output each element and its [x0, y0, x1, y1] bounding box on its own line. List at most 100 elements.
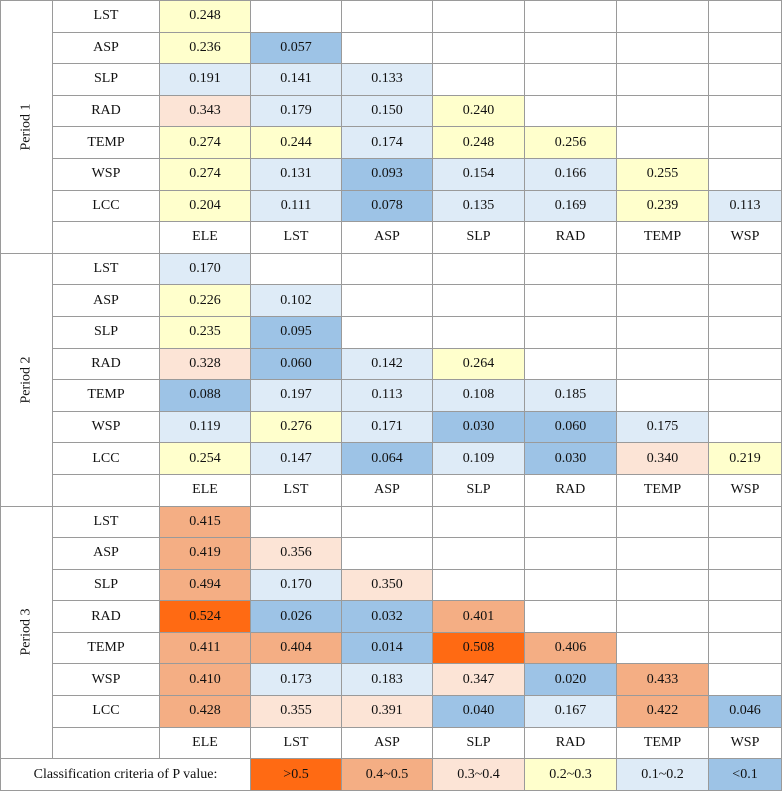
- table-row: WSP 0.274 0.131 0.093 0.154 0.166 0.255: [1, 157, 782, 191]
- empty-cell: [616, 631, 709, 665]
- value-cell-text: 0.113: [371, 387, 403, 403]
- empty-cell: [524, 505, 617, 539]
- row-label: RAD: [52, 94, 160, 128]
- value-cell-text: 0.046: [729, 703, 761, 719]
- row-label-text: RAD: [91, 355, 121, 371]
- empty-cell: [616, 347, 709, 381]
- value-cell: 0.141: [250, 63, 342, 96]
- row-label: SLP: [52, 63, 160, 96]
- row-label: LCC: [52, 189, 160, 223]
- legend-item: <0.1: [708, 758, 782, 791]
- value-cell-text: 0.356: [280, 545, 312, 561]
- empty-cell: [341, 0, 433, 33]
- period-label: Period 3: [0, 505, 53, 760]
- column-label-text: WSP: [730, 734, 760, 750]
- value-cell-text: 0.169: [554, 197, 587, 213]
- value-cell: 0.235: [159, 315, 251, 349]
- value-cell-text: 0.142: [371, 355, 403, 371]
- column-label: WSP: [708, 473, 782, 507]
- empty-cell: [708, 126, 782, 159]
- value-cell: 0.255: [616, 157, 709, 191]
- value-cell-text: 0.197: [280, 387, 312, 403]
- value-cell: 0.167: [524, 695, 617, 728]
- table-row: ELE LST ASP SLP RAD TEMP WSP: [1, 221, 782, 254]
- empty-cell: [250, 0, 342, 33]
- column-label-text: RAD: [555, 482, 586, 498]
- column-label: LST: [250, 473, 342, 507]
- legend-item-text: 0.4~0.5: [365, 766, 409, 782]
- value-cell: 0.524: [159, 600, 251, 633]
- table-row: TEMP 0.411 0.404 0.014 0.508 0.406: [1, 631, 782, 665]
- value-cell: 0.166: [524, 157, 617, 191]
- value-cell: 0.108: [432, 379, 525, 412]
- value-cell: 0.170: [250, 568, 342, 602]
- column-label-text: ELE: [192, 229, 218, 245]
- period-label-text: Period 1: [18, 103, 34, 151]
- table-row: ELE LST ASP SLP RAD TEMP WSP: [1, 726, 782, 760]
- value-cell-text: 0.340: [646, 450, 679, 466]
- value-cell: 0.494: [159, 568, 251, 602]
- legend-item-text: <0.1: [732, 766, 758, 782]
- value-cell-text: 0.422: [646, 703, 679, 719]
- legend-item-text: 0.3~0.4: [457, 766, 500, 782]
- empty-cell: [708, 252, 782, 286]
- value-cell: 0.102: [250, 284, 342, 317]
- empty-cell: [616, 537, 709, 570]
- row-label-text: LST: [93, 8, 119, 24]
- row-label-text: SLP: [93, 324, 119, 340]
- value-cell: 0.174: [341, 126, 433, 159]
- value-cell-text: 0.185: [554, 387, 587, 403]
- table-row: RAD 0.524 0.026 0.032 0.401: [1, 600, 782, 633]
- value-cell: 0.433: [616, 663, 709, 697]
- empty-cell: [708, 537, 782, 570]
- empty-cell: [708, 347, 782, 381]
- row-label: WSP: [52, 410, 160, 444]
- value-cell: 0.147: [250, 442, 342, 475]
- empty-cell: [708, 157, 782, 191]
- empty-cell: [708, 568, 782, 602]
- value-cell: 0.256: [524, 126, 617, 159]
- value-cell: 0.274: [159, 157, 251, 191]
- column-label: ELE: [159, 473, 251, 507]
- value-cell-text: 0.391: [371, 703, 403, 719]
- legend-item: >0.5: [250, 758, 342, 791]
- value-cell: 0.410: [159, 663, 251, 697]
- value-cell-text: 0.057: [280, 39, 312, 55]
- column-label: LST: [250, 726, 342, 760]
- value-cell: 0.060: [524, 410, 617, 444]
- value-cell: 0.264: [432, 347, 525, 381]
- value-cell: 0.109: [432, 442, 525, 475]
- row-label-text: RAD: [91, 608, 121, 624]
- empty-cell: [708, 410, 782, 444]
- column-label-text: SLP: [466, 229, 491, 245]
- table-row: SLP 0.494 0.170 0.350: [1, 568, 782, 602]
- value-cell-text: 0.240: [462, 103, 495, 119]
- value-cell: 0.226: [159, 284, 251, 317]
- value-cell: 0.169: [524, 189, 617, 223]
- value-cell: 0.133: [341, 63, 433, 96]
- legend-label-text: Classification criteria of P value:: [33, 766, 218, 782]
- empty-cell: [708, 663, 782, 697]
- table-row: Classification criteria of P value: >0.5 0…: [0, 758, 782, 791]
- value-cell: 0.419: [159, 537, 251, 570]
- empty-cell: [616, 252, 709, 286]
- column-label-text: ASP: [374, 734, 400, 750]
- column-label: RAD: [524, 726, 617, 760]
- row-label-text: LCC: [92, 703, 120, 719]
- table-row: LCC 0.254 0.147 0.064 0.109 0.030 0.340 0.219: [1, 442, 782, 475]
- row-label: RAD: [52, 347, 160, 381]
- row-label: ASP: [52, 31, 160, 65]
- table-row: TEMP 0.274 0.244 0.174 0.248 0.256: [1, 126, 782, 159]
- value-cell: 0.248: [159, 0, 251, 33]
- column-label: RAD: [524, 473, 617, 507]
- empty-cell: [432, 537, 525, 570]
- row-label-text: SLP: [93, 71, 119, 87]
- empty-cell: [52, 473, 160, 507]
- value-cell: 0.171: [341, 410, 433, 444]
- value-cell: 0.328: [159, 347, 251, 381]
- column-label: TEMP: [616, 726, 709, 760]
- empty-cell: [432, 568, 525, 602]
- row-label-text: TEMP: [87, 640, 125, 656]
- empty-cell: [708, 94, 782, 128]
- column-label-text: LST: [283, 229, 309, 245]
